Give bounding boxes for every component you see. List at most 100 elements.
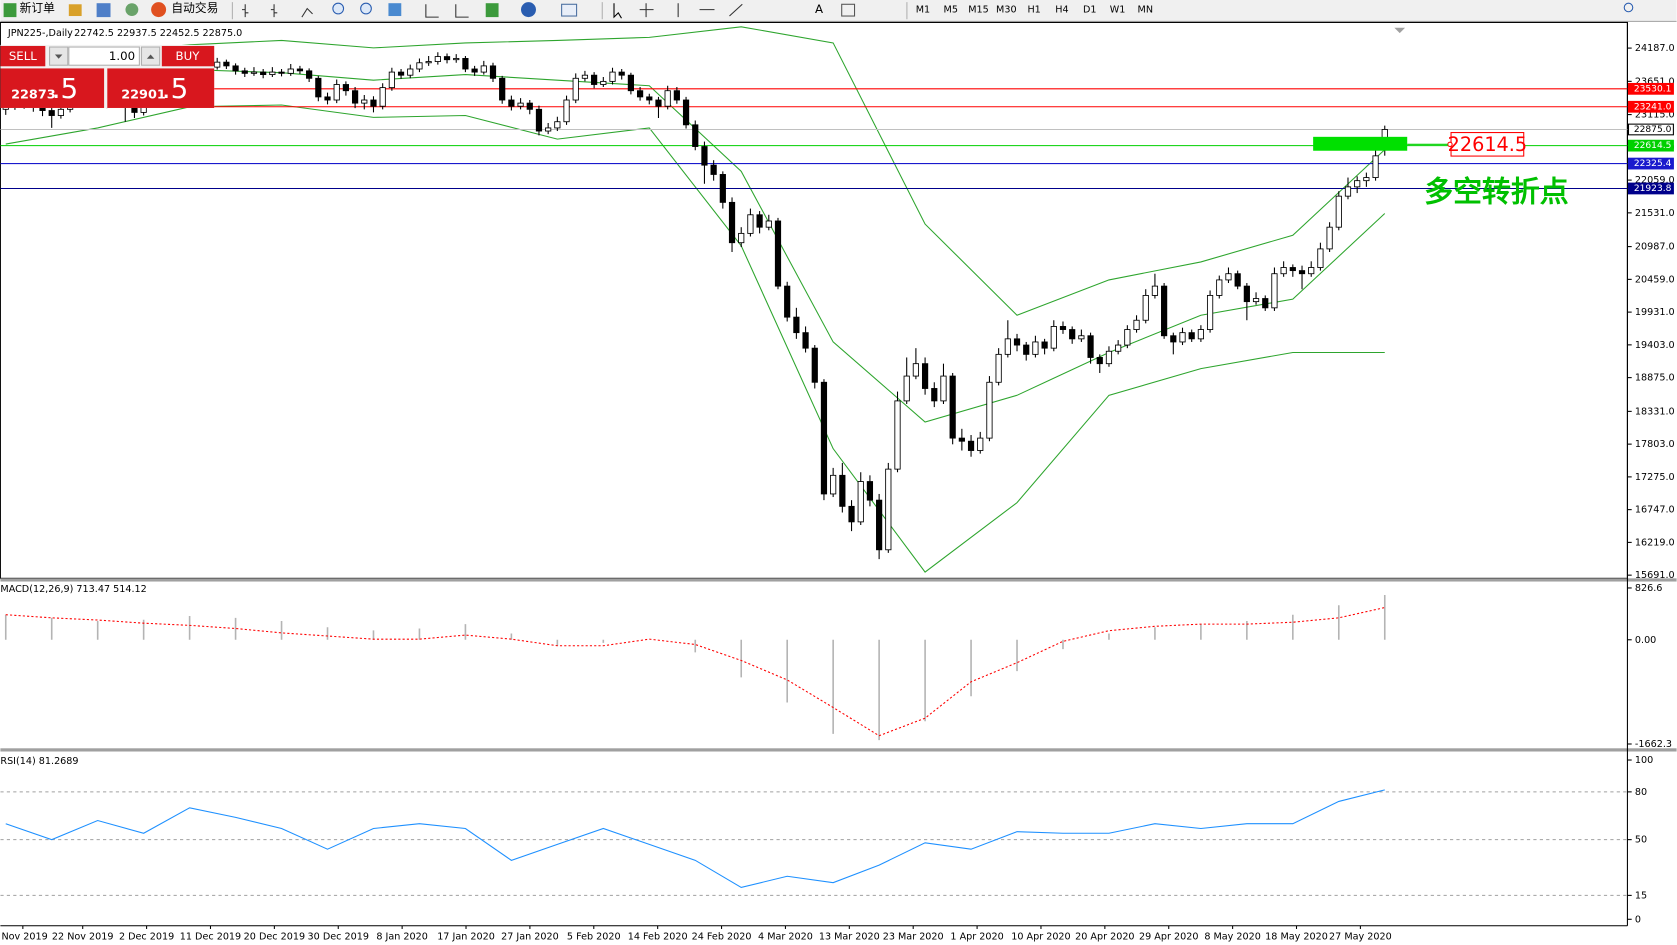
candle-body — [260, 71, 267, 76]
candle-body — [802, 332, 809, 349]
zoom-in-icon[interactable] — [332, 2, 345, 15]
bid-box[interactable] — [0, 68, 105, 108]
y-tick-label: 15 — [1635, 890, 1647, 901]
x-tick-label: 27 May 2020 — [1329, 931, 1392, 942]
scroll-icons[interactable] — [425, 4, 469, 18]
auto-trading-icon[interactable] — [151, 2, 167, 18]
y-tick-label: 22059.0 — [1635, 175, 1675, 186]
timeframe-button[interactable]: W1 — [1110, 5, 1126, 16]
candle-body — [719, 174, 726, 203]
rsi-line — [5, 789, 1385, 888]
candle-body — [940, 375, 947, 402]
search-icon[interactable] — [1623, 2, 1634, 13]
toolbar: 新订单 自动交易 A M1 M5 M15 M30 H1 H4 D1 W1 MN — [0, 0, 1677, 22]
bid-frac[interactable]: .5 — [52, 72, 79, 105]
y-tick-label: 80 — [1635, 787, 1647, 798]
candle-body — [397, 71, 405, 76]
candle-body — [48, 110, 55, 116]
timeframe-button[interactable]: M15 — [968, 5, 989, 16]
lots-input[interactable] — [68, 46, 140, 66]
sell-label[interactable]: SELL — [9, 49, 37, 63]
ask-box[interactable] — [107, 68, 215, 108]
candle-body — [1087, 335, 1094, 358]
indicators-icon[interactable] — [485, 3, 499, 18]
new-order-button[interactable]: 新订单 — [20, 1, 55, 15]
candle-body — [1216, 279, 1223, 296]
y-tick-label: 20459.0 — [1635, 274, 1675, 285]
y-tick-label: 16747.0 — [1635, 505, 1675, 516]
timeframe-button[interactable]: M5 — [944, 5, 958, 16]
candle-body — [1023, 344, 1030, 355]
candle-body — [1317, 248, 1324, 268]
templates-icon[interactable] — [561, 3, 578, 17]
lots-value[interactable]: 1.00 — [109, 49, 135, 63]
draw-tools[interactable] — [639, 3, 743, 18]
candle-body — [1381, 129, 1388, 139]
bollinger-lower — [5, 104, 1385, 573]
ask-frac[interactable]: .5 — [162, 72, 189, 105]
axes: 24187.023651.023115.022587.022059.021531… — [1, 43, 1674, 942]
candle-body — [1124, 329, 1131, 346]
icon[interactable] — [125, 3, 139, 17]
y-tick-label: 0 — [1635, 914, 1641, 925]
label-tool[interactable] — [841, 3, 856, 17]
timeframe-button[interactable]: M1 — [916, 5, 930, 16]
sell-button[interactable] — [0, 45, 46, 67]
shift-marker — [1394, 27, 1406, 34]
candle-body — [535, 108, 543, 132]
candle-body — [1197, 329, 1204, 340]
candle-body — [1363, 177, 1370, 182]
x-tick-label: 8 Jan 2020 — [376, 931, 427, 942]
y-tick-label: 23651.0 — [1635, 76, 1675, 87]
candle-body — [1262, 298, 1269, 309]
candle-body — [315, 77, 322, 98]
candle-body — [453, 58, 460, 61]
periods-icon[interactable] — [521, 2, 536, 18]
candle-body — [1179, 332, 1186, 343]
icon[interactable] — [96, 3, 111, 18]
candle-body — [563, 99, 570, 123]
timeframe-button[interactable]: M30 — [996, 5, 1017, 16]
candle-body — [1105, 350, 1113, 365]
candle-body — [508, 99, 515, 107]
y-tick-label: 0.00 — [1635, 635, 1656, 646]
candle-body — [269, 71, 276, 76]
candle-body — [425, 61, 432, 64]
buy-label[interactable]: BUY — [176, 49, 201, 63]
price-level-tag — [1627, 157, 1674, 170]
candle-body — [57, 108, 65, 116]
candle-body — [351, 90, 359, 104]
new-order-icon[interactable] — [3, 3, 17, 18]
candle-body — [1252, 298, 1260, 303]
ask-main[interactable]: 22901 — [121, 88, 166, 103]
candle-body — [1354, 180, 1361, 188]
cursor-icon[interactable] — [613, 3, 622, 19]
chart-type-icons[interactable] — [241, 4, 313, 18]
bid-main[interactable]: 22873 — [11, 88, 56, 103]
candle-body — [1326, 226, 1333, 250]
x-tick-label: 18 May 2020 — [1265, 931, 1328, 942]
arrow — [54, 54, 63, 59]
timeframe-button[interactable]: MN — [1138, 5, 1153, 16]
buy-button[interactable] — [161, 45, 215, 67]
timeframe-button[interactable]: D1 — [1083, 5, 1097, 16]
tile-icon[interactable] — [388, 3, 402, 17]
candle-body — [1032, 341, 1039, 355]
candle-body — [738, 232, 745, 244]
zoom-out-icon[interactable] — [360, 2, 372, 15]
candle-body — [793, 316, 800, 334]
candle-body — [921, 363, 929, 389]
auto-trading-button[interactable]: 自动交易 — [171, 1, 218, 15]
drawn-rectangle — [1313, 136, 1408, 151]
timeframe-button[interactable]: H1 — [1027, 5, 1040, 16]
candle-body — [1004, 338, 1011, 355]
x-tick-label: 13 Mar 2020 — [819, 931, 880, 942]
candle-body — [1206, 294, 1214, 330]
icon[interactable] — [68, 4, 82, 17]
candle-body — [839, 474, 846, 507]
x-tick-label: 27 Jan 2020 — [501, 931, 559, 942]
text-tool[interactable]: A — [815, 2, 823, 16]
timeframe-button[interactable]: H4 — [1055, 5, 1068, 16]
